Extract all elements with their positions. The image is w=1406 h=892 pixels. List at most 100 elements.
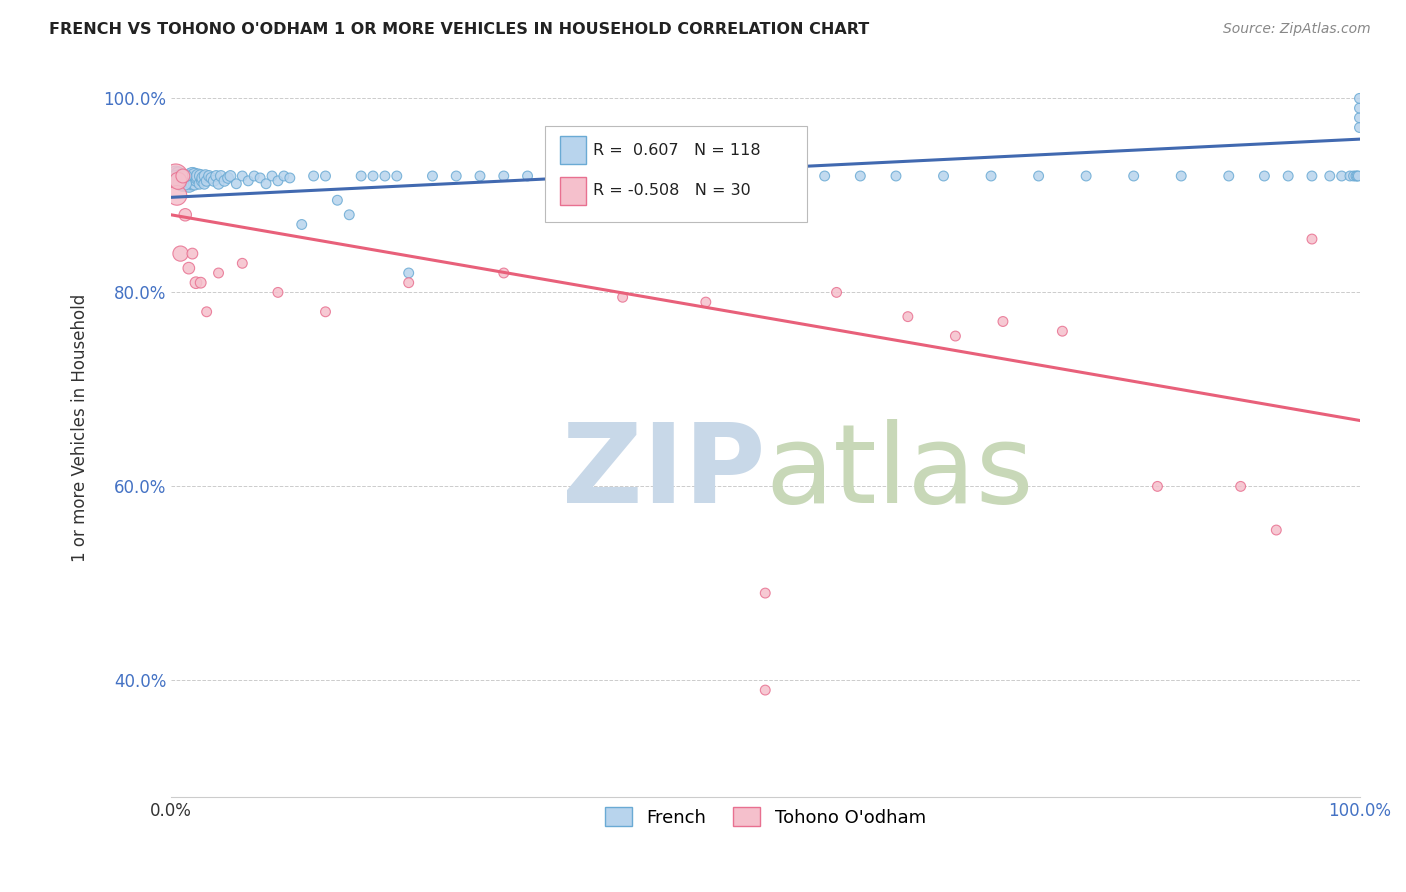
Text: Source: ZipAtlas.com: Source: ZipAtlas.com [1223,22,1371,37]
Point [180,170,202,185]
Point [176,177,198,191]
Point [291,218,314,232]
Y-axis label: 1 or more Vehicles in Household: 1 or more Vehicles in Household [72,294,89,562]
Point [169,169,191,183]
Point [231,256,253,270]
Point [980,169,1002,183]
Bar [560,136,586,164]
Point [1301,232,1323,246]
Legend: French, Tohono O'odham: French, Tohono O'odham [596,798,935,836]
Point [169,177,191,191]
Point [172,177,194,191]
Point [1348,120,1371,135]
Point [588,169,610,183]
Point [1348,91,1371,105]
Point [326,193,349,207]
Point [195,305,218,319]
Point [315,169,337,183]
Point [1343,169,1365,183]
Point [825,285,848,300]
Point [1122,169,1144,183]
Point [1253,169,1275,183]
Point [174,170,197,185]
Point [540,169,562,183]
Point [225,177,247,191]
Point [398,276,420,290]
Point [1076,169,1098,183]
Point [169,177,191,191]
Point [516,169,538,183]
Point [1346,169,1368,183]
Point [177,261,200,276]
Point [238,174,260,188]
Point [179,174,201,188]
Point [198,169,221,183]
Text: ZIP: ZIP [562,419,765,526]
Point [181,169,204,183]
Point [165,169,187,183]
Point [207,177,229,191]
Point [184,177,207,191]
Point [1218,169,1240,183]
Point [176,169,198,183]
Point [492,169,515,183]
Point [191,174,214,188]
Point [991,314,1014,328]
Point [181,177,204,191]
Point [167,170,190,185]
Point [754,683,776,698]
Point [932,169,955,183]
Point [254,177,277,191]
Point [184,169,207,183]
Point [1265,523,1288,537]
Point [167,174,190,188]
Point [492,266,515,280]
Point [897,310,920,324]
Point [177,177,200,191]
Point [778,169,800,183]
Point [217,170,239,185]
Point [742,169,765,183]
Point [1330,169,1353,183]
Point [337,208,360,222]
Point [945,329,967,343]
Point [183,173,205,187]
Point [1348,101,1371,115]
Point [172,170,194,185]
Point [1339,169,1361,183]
Point [170,174,193,188]
Point [205,169,228,183]
Point [422,169,444,183]
Point [174,177,197,191]
Point [243,169,266,183]
Point [315,305,337,319]
Point [176,169,198,183]
Point [174,208,197,222]
Point [169,169,191,183]
Point [267,174,290,188]
Text: atlas: atlas [765,419,1033,526]
Point [202,174,225,188]
Point [302,169,325,183]
Point [350,169,373,183]
Point [385,169,408,183]
Bar [560,177,586,204]
Point [636,169,658,183]
Point [444,169,467,183]
Point [181,246,204,260]
Point [173,169,195,183]
Point [361,169,384,183]
Point [193,177,215,191]
Point [209,169,232,183]
Point [190,276,212,290]
Point [564,169,586,183]
Point [1028,169,1050,183]
FancyBboxPatch shape [546,126,807,222]
Point [273,169,295,183]
Point [179,169,201,183]
Point [163,169,186,183]
Point [1170,169,1192,183]
Point [169,174,191,188]
Point [260,169,283,183]
Point [214,174,236,188]
